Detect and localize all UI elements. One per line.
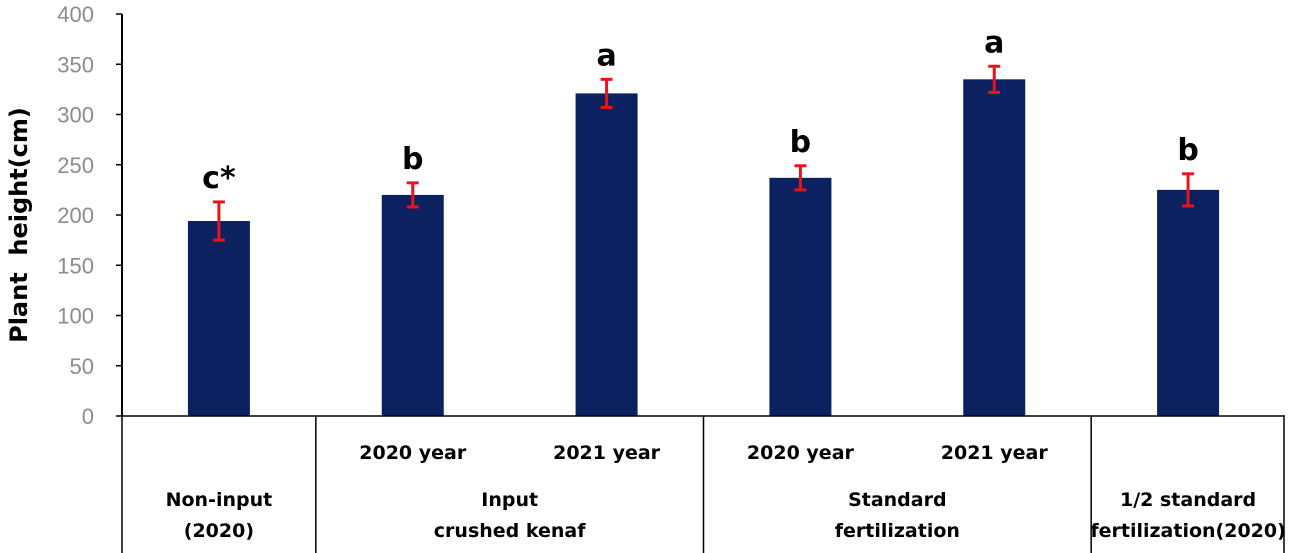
- year-label: 2021 year: [941, 442, 1049, 464]
- significance-label: b: [1177, 133, 1198, 168]
- bar: [381, 194, 444, 416]
- significance-label: c*: [202, 161, 236, 196]
- y-tick-label: 300: [57, 103, 94, 128]
- group-label: 1/2 standard: [1120, 489, 1256, 511]
- significance-label: a: [984, 25, 1004, 60]
- group-label: Standard: [848, 489, 947, 511]
- y-tick-label: 50: [70, 354, 94, 379]
- y-tick-label: 200: [57, 203, 94, 228]
- group-label: Input: [481, 489, 538, 511]
- y-tick-label: 150: [57, 253, 94, 278]
- y-tick-label: 400: [57, 2, 94, 27]
- significance-label: b: [790, 125, 811, 160]
- y-tick-label: 100: [57, 304, 94, 329]
- bars: c* b a b a b: [187, 25, 1220, 417]
- significance-label: b: [402, 142, 423, 177]
- y-tick-label: 350: [57, 52, 94, 77]
- significance-label: a: [596, 38, 616, 73]
- group-label: crushed kenaf: [434, 520, 586, 542]
- bar: [769, 177, 832, 416]
- bar: [187, 221, 250, 416]
- bar: [575, 93, 638, 417]
- y-tick-label: 250: [57, 153, 94, 178]
- bar: [963, 79, 1026, 416]
- year-label: 2020 year: [747, 442, 855, 464]
- group-label: Non-input: [166, 489, 273, 511]
- bar: [1157, 189, 1220, 416]
- group-label: fertilization: [835, 520, 960, 542]
- year-label: 2020 year: [359, 442, 467, 464]
- y-tick-label: 0: [82, 404, 94, 429]
- y-axis: 0 50 100 150 200 250 300 350 400: [57, 2, 123, 429]
- group-label: fertilization(2020): [1090, 520, 1285, 542]
- group-label: (2020): [184, 520, 254, 542]
- y-axis-label: Plant height(cm): [5, 107, 33, 343]
- year-label: 2021 year: [553, 442, 661, 464]
- category-table: 2020 year 2021 year 2020 year 2021 year Non-…: [121, 415, 1286, 553]
